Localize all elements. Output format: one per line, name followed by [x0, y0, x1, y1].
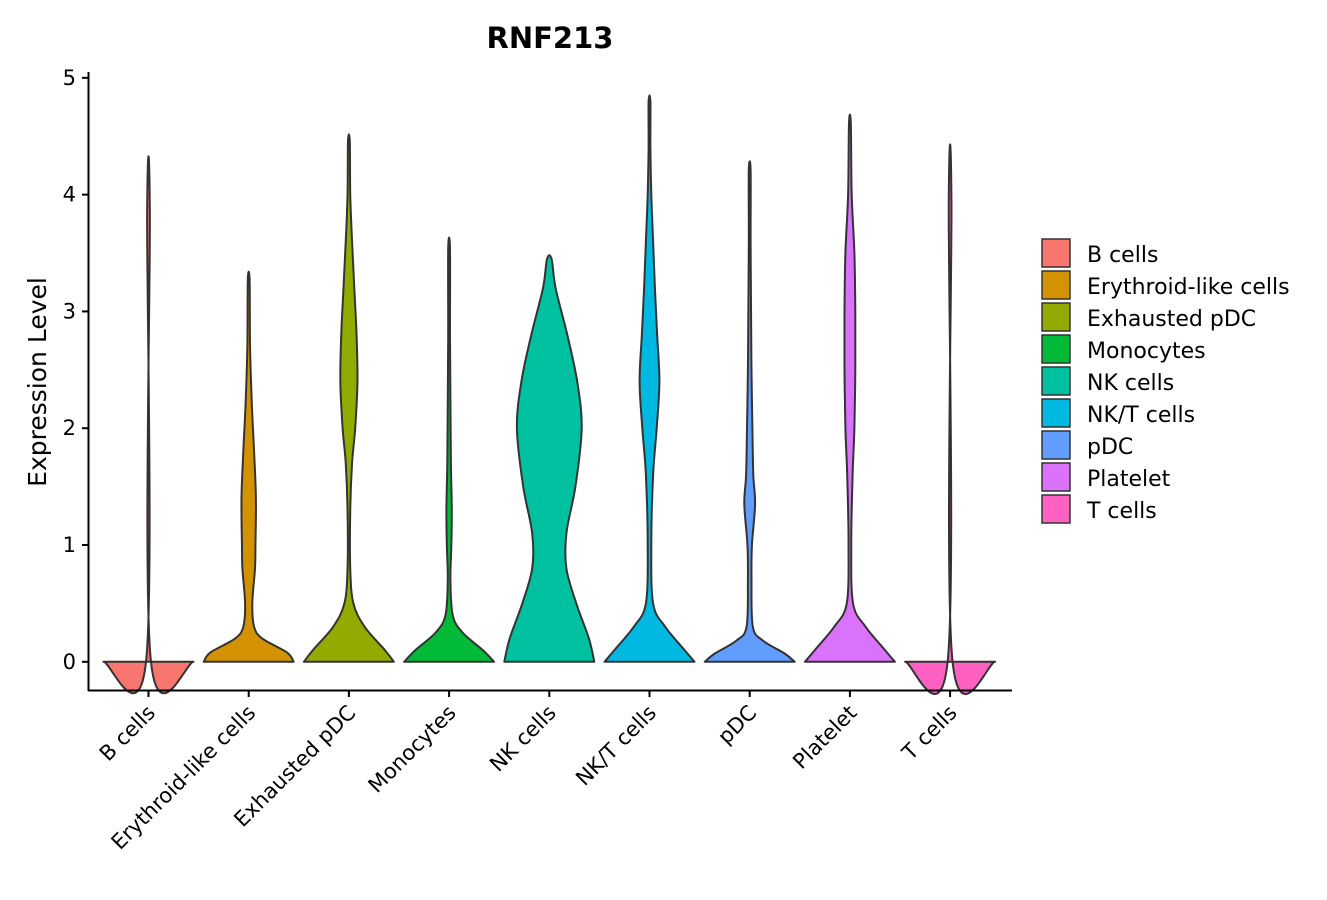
x-tick-label-nk-cells: NK cells	[485, 701, 561, 777]
violin-monocytes	[403, 236, 496, 663]
violin-pdc	[703, 160, 796, 663]
y-tick-label: 0	[63, 650, 76, 674]
violin-nk-cells	[503, 254, 596, 663]
violin-erythroid-like-cells	[202, 270, 295, 663]
x-tick-label-pdc: pDC	[713, 701, 761, 749]
chart-title: RNF213	[487, 21, 614, 55]
y-axis-label: Expression Level	[23, 277, 52, 487]
y-tick-label: 5	[63, 66, 76, 90]
legend-label-nk-cells: NK cells	[1087, 371, 1174, 396]
legend: B cells Erythroid-like cells Exhausted pDC…	[1041, 238, 1290, 524]
violin-series	[102, 94, 997, 695]
x-tick-label-monocytes: Monocytes	[364, 701, 461, 798]
legend-swatch-exhausted-pdc	[1041, 302, 1071, 332]
legend-label-platelet: Platelet	[1087, 467, 1171, 492]
legend-swatch-nk-cells	[1041, 366, 1071, 396]
legend-label-nk-t-cells: NK/T cells	[1087, 403, 1195, 428]
violin-exhausted-pdc	[302, 133, 395, 663]
legend-label-monocytes: Monocytes	[1087, 339, 1206, 364]
x-tick-label-nk-t-cells: NK/T cells	[571, 701, 661, 791]
legend-swatch-erythroid-like-cells	[1041, 270, 1071, 300]
legend-swatch-platelet	[1041, 462, 1071, 492]
y-tick-label: 1	[63, 533, 76, 557]
legend-swatch-monocytes	[1041, 334, 1071, 364]
legend-swatch-b-cells	[1041, 238, 1071, 268]
violin-platelet	[803, 113, 896, 663]
violin-b-cells	[102, 155, 195, 695]
violin-t-cells	[904, 143, 997, 695]
legend-swatch-nk-t-cells	[1041, 398, 1071, 428]
y-tick-label: 3	[63, 299, 76, 323]
legend-label-b-cells: B cells	[1087, 243, 1158, 268]
violin-nk-t-cells	[603, 94, 696, 663]
legend-swatch-pdc	[1041, 430, 1071, 460]
x-tick-label-b-cells: B cells	[95, 701, 160, 766]
y-tick-label: 4	[63, 183, 76, 207]
legend-label-t-cells: T cells	[1086, 499, 1157, 524]
legend-swatch-t-cells	[1041, 494, 1071, 524]
x-tick-label-t-cells: T cells	[897, 701, 962, 766]
y-tick-label: 2	[63, 416, 76, 440]
legend-label-erythroid-like-cells: Erythroid-like cells	[1087, 275, 1290, 300]
legend-label-exhausted-pdc: Exhausted pDC	[1087, 307, 1256, 332]
y-axis-ticks: 0 1 2 3 4 5	[63, 66, 88, 674]
legend-label-pdc: pDC	[1087, 435, 1133, 460]
x-tick-label-platelet: Platelet	[788, 701, 861, 774]
